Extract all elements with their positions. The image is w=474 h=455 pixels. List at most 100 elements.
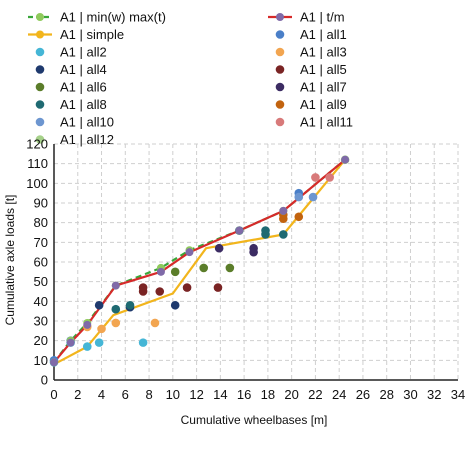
data-point xyxy=(279,206,288,215)
legend-item: A1 | all4 xyxy=(35,62,107,77)
x-tick-label: 22 xyxy=(308,387,322,402)
legend-item: A1 | all3 xyxy=(275,45,347,60)
legend-marker xyxy=(35,47,45,57)
legend-marker xyxy=(275,30,285,39)
x-tick-label: 28 xyxy=(379,387,393,402)
legend-item: A1 | all1 xyxy=(275,27,347,42)
legend-label: A1 | all11 xyxy=(300,115,353,130)
data-point xyxy=(138,338,148,347)
y-tick-label: 100 xyxy=(26,176,48,191)
x-tick-label: 10 xyxy=(166,387,180,402)
data-point xyxy=(279,214,288,224)
data-point xyxy=(170,267,180,277)
legend-item: A1 | all5 xyxy=(275,62,347,77)
y-tick-label: 120 xyxy=(26,137,48,152)
legend-label: A1 | all3 xyxy=(300,45,347,60)
data-point xyxy=(82,342,92,351)
tick-labels: 0 2 4 6 8 10 12 14 16 18 20 22 24 26 28 30 32 34010203040… xyxy=(26,137,465,403)
series-line xyxy=(53,158,346,363)
legend-label: A1 | all8 xyxy=(60,97,107,112)
legend-marker xyxy=(35,135,45,144)
legend-item: A1 | all10 xyxy=(35,115,114,130)
x-tick-label: 24 xyxy=(332,387,346,402)
legend-marker xyxy=(35,100,45,109)
legend-label: A1 | min(w) max(t) xyxy=(60,10,166,25)
x-tick-label: 8 xyxy=(145,387,152,402)
legend-label: A1 | all12 xyxy=(60,132,114,147)
legend-marker xyxy=(275,47,285,57)
y-tick-label: 40 xyxy=(34,294,48,309)
legend-label: A1 | all4 xyxy=(60,62,107,77)
x-tick-label: 2 xyxy=(74,387,81,402)
data-point xyxy=(150,318,160,328)
data-point xyxy=(294,192,304,202)
x-tick-label: 0 xyxy=(50,387,57,402)
data-point xyxy=(97,324,106,334)
legend-marker xyxy=(36,30,44,39)
legend-item: A1 | all9 xyxy=(275,97,347,112)
legend-item: A1 | all11 xyxy=(275,115,353,130)
legend-item: A1 | all7 xyxy=(275,80,347,95)
grid-lines xyxy=(54,143,459,380)
data-point xyxy=(213,283,223,292)
legend-marker xyxy=(276,13,284,21)
x-tick-label: 14 xyxy=(213,387,227,402)
legend-item: A1 | simple xyxy=(28,27,124,42)
y-tick-label: 90 xyxy=(34,196,48,211)
legend-label: A1 | all1 xyxy=(300,27,347,42)
y-tick-label: 20 xyxy=(34,333,48,348)
legend-label: A1 | simple xyxy=(60,27,124,42)
legend: A1 | min(w) max(t) A1 | t/m A1 | simple A1 … xyxy=(28,10,353,147)
data-point xyxy=(325,173,334,182)
data-point xyxy=(214,243,224,253)
data-point xyxy=(111,318,121,328)
legend-marker xyxy=(275,117,285,127)
legend-marker xyxy=(35,65,45,74)
legend-item: A1 | all6 xyxy=(35,80,107,95)
x-axis-title: Cumulative wheelbases [m] xyxy=(181,413,328,427)
x-tick-label: 6 xyxy=(122,387,129,402)
y-tick-label: 50 xyxy=(34,274,48,289)
axes xyxy=(53,144,458,381)
legend-label: A1 | all9 xyxy=(300,97,347,112)
y-tick-label: 0 xyxy=(41,373,48,388)
y-tick-label: 110 xyxy=(27,156,48,171)
legend-item: A1 | all8 xyxy=(35,97,107,112)
legend-label: A1 | all6 xyxy=(60,80,107,95)
legend-marker xyxy=(275,100,285,109)
legend-label: A1 | t/m xyxy=(300,10,345,25)
y-tick-label: 10 xyxy=(34,353,48,368)
x-tick-label: 32 xyxy=(427,387,441,402)
legend-label: A1 | all2 xyxy=(60,45,107,60)
x-tick-label: 12 xyxy=(189,387,203,402)
data-point xyxy=(125,300,135,310)
legend-label: A1 | all7 xyxy=(300,80,347,95)
legend-marker xyxy=(275,82,285,92)
x-tick-label: 30 xyxy=(403,387,417,402)
y-tick-label: 30 xyxy=(34,314,48,329)
legend-marker xyxy=(36,13,44,21)
series-layer xyxy=(49,155,350,367)
data-point xyxy=(261,230,270,239)
y-tick-label: 80 xyxy=(34,215,48,230)
data-point xyxy=(156,267,165,276)
data-point xyxy=(170,300,180,310)
y-tick-label: 60 xyxy=(34,255,48,270)
x-tick-label: 16 xyxy=(237,387,251,402)
data-point xyxy=(111,304,121,314)
x-tick-label: 34 xyxy=(451,387,465,402)
y-tick-label: 70 xyxy=(34,235,48,250)
data-point xyxy=(182,283,192,292)
legend-label: A1 | all5 xyxy=(300,62,347,77)
data-point xyxy=(155,287,165,296)
legend-marker xyxy=(35,117,45,127)
data-point xyxy=(83,320,92,329)
data-point xyxy=(138,287,148,296)
data-point xyxy=(279,230,288,239)
legend-label: A1 | all10 xyxy=(60,115,114,130)
legend-item: A1 | all2 xyxy=(35,45,107,60)
data-point xyxy=(111,281,120,290)
data-point xyxy=(311,173,320,182)
data-point xyxy=(235,226,244,235)
